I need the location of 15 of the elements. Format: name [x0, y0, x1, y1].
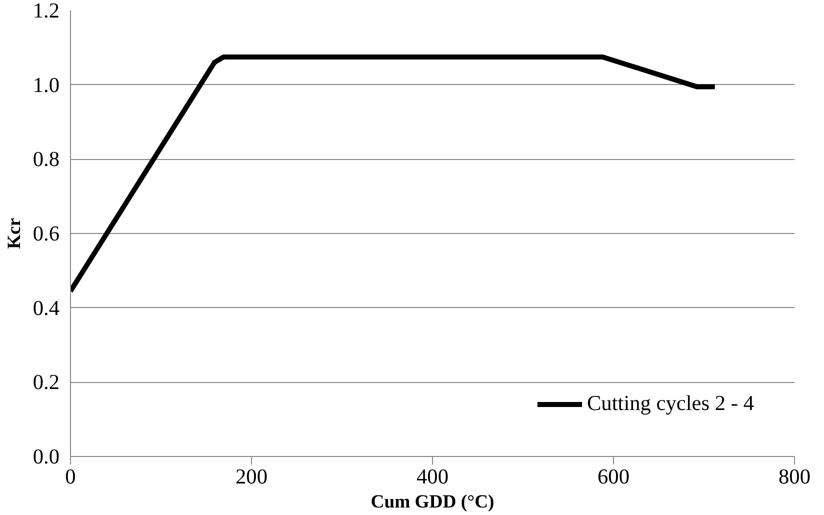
x-tick-label: 600: [598, 464, 630, 488]
x-axis-title: Cum GDD (°C): [370, 492, 494, 512]
y-tick-label: 0.0: [32, 444, 60, 468]
x-tick-label: 400: [416, 464, 449, 488]
y-tick-label: 1.0: [32, 72, 60, 97]
y-tick-label: 1.2: [32, 0, 60, 22]
y-tick-label: 0.4: [32, 296, 60, 320]
y-tick-label: 0.2: [32, 370, 60, 394]
y-tick-label: 0.8: [32, 147, 60, 172]
y-tick-label: 0.6: [32, 222, 60, 246]
x-tick-label: 800: [778, 464, 811, 488]
y-axis-title: Kcr: [4, 218, 25, 250]
x-tick-label: 200: [236, 464, 268, 488]
legend-label: Cutting cycles 2 - 4: [586, 391, 754, 416]
x-tick-label: 0: [65, 464, 76, 488]
